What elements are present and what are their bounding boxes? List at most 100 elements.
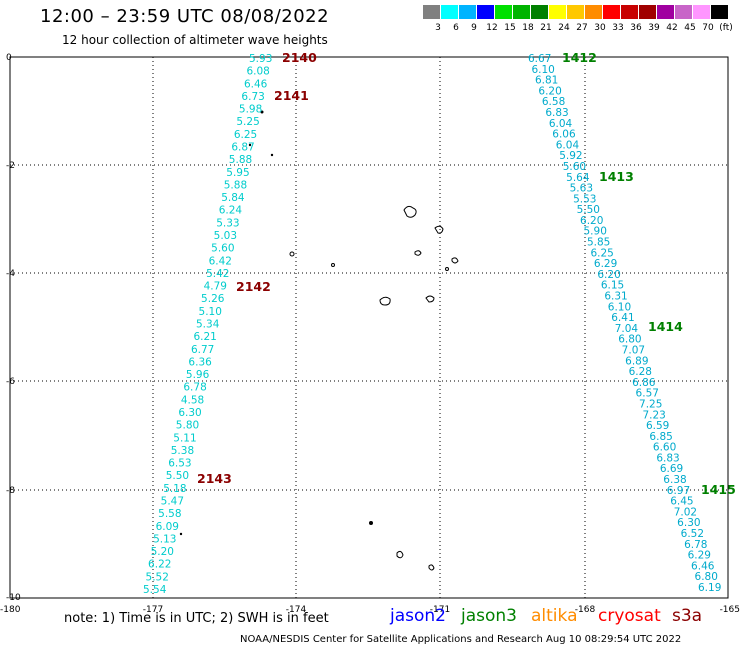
swh-value: 6.69 [660,463,683,475]
x-tick-label: -168 [575,605,596,615]
colorbar-label: 6 [453,23,459,33]
pass-number: 1414 [648,319,683,334]
colorbar-swatch [495,5,512,19]
swh-value: 6.15 [601,280,624,292]
swh-value: 6.19 [698,582,721,594]
swh-value: 6.09 [156,521,179,533]
swh-value: 5.93 [249,53,272,65]
island [369,521,373,525]
legend-jason3: jason3 [461,606,517,626]
x-tick-label: -165 [720,605,740,615]
colorbar-swatch [513,5,530,19]
island [379,296,391,306]
swh-value: 6.31 [604,291,627,303]
swh-value: 6.83 [545,107,568,119]
swh-value: 5.26 [201,293,225,305]
swh-value: 5.13 [153,533,176,545]
map-subtitle: 12 hour collection of altimeter wave hei… [62,33,328,47]
swh-value: 6.29 [688,550,711,562]
colorbar-label: 33 [612,23,624,33]
swh-value: 6.80 [695,571,718,583]
pass-number: 1415 [701,482,736,497]
swh-value: 6.89 [625,355,648,367]
island [403,205,417,218]
swh-value: 5.96 [186,369,210,381]
swh-value: 6.04 [549,118,573,130]
colorbar-label: 21 [540,23,552,33]
swh-value: 6.77 [191,344,214,356]
swh-value: 5.88 [229,154,252,166]
colorbar-label: 9 [471,23,477,33]
swh-value: 6.10 [531,64,554,76]
y-tick-label: -10 [6,593,21,603]
pass-number: 1413 [599,169,634,184]
island [331,263,335,267]
swh-value: 6.80 [618,334,641,346]
swh-value: 6.86 [632,377,656,389]
legend-jason2: jason2 [390,606,446,626]
colorbar-swatch [621,5,638,19]
swh-value: 6.28 [629,366,652,378]
colorbar-swatch [639,5,656,19]
x-tick-label: -174 [286,605,307,615]
swh-value: 6.45 [670,496,693,508]
colorbar-swatch [585,5,602,19]
swh-value: 5.85 [587,237,610,249]
colorbar-label: 3 [435,23,441,33]
y-tick-label: -4 [6,269,15,279]
pass-number: 2143 [197,471,232,486]
swh-value: 6.73 [241,91,264,103]
map-title: 12:00 – 23:59 UTC 08/08/2022 [40,6,330,27]
x-tick-label: -180 [0,605,21,615]
swh-value: 5.50 [166,470,189,482]
units-note: note: 1) Time is in UTC; 2) SWH is in fe… [64,611,329,626]
colorbar-label: 39 [648,23,660,33]
swh-value: 6.60 [653,442,676,454]
colorbar-swatch [675,5,692,19]
swh-value: 6.29 [594,258,617,270]
island [428,564,435,571]
swh-value: 5.95 [226,167,249,179]
island [396,550,404,559]
island [434,225,444,234]
swh-value: 6.36 [188,356,212,368]
island [248,143,252,147]
y-tick-label: -8 [6,486,15,496]
legend-s3a: s3a [672,606,703,626]
swh-value: 6.87 [231,142,254,154]
swh-value: 6.20 [538,85,561,97]
island [260,110,264,114]
swh-value: 5.11 [173,432,196,444]
swh-value: 6.04 [556,139,580,151]
colorbar-swatch [711,5,728,19]
altimeter-tracks: 5.936.086.466.735.985.256.256.875.885.95… [143,53,721,596]
swh-value: 5.54 [143,584,167,596]
swh-value: 6.06 [552,129,576,141]
swh-value: 6.20 [580,215,603,227]
pass-number: 2141 [274,88,309,103]
swh-value: 6.46 [691,560,715,572]
swh-value: 6.42 [209,255,232,267]
swh-value: 6.97 [667,485,690,497]
swh-value: 5.80 [176,420,199,432]
island [425,295,435,303]
colorbar-label: 30 [594,23,606,33]
swh-value: 6.67 [528,53,551,65]
swh-value: 5.25 [236,116,259,128]
swh-value: 6.22 [148,559,171,571]
x-tick-label: -177 [143,605,163,615]
colorbar-swatch [693,5,710,19]
island [270,153,274,157]
colorbar-swatch [459,5,476,19]
colorbar-label: 18 [522,23,534,33]
y-tick-label: 0 [6,53,12,63]
swh-value: 6.83 [656,452,679,464]
swh-value: 5.53 [573,193,596,205]
swh-value: 6.59 [646,420,669,432]
swh-value: 6.58 [542,96,565,108]
swh-value: 6.25 [234,129,257,141]
swh-value: 5.10 [199,306,222,318]
swh-value: 4.79 [204,281,227,293]
swh-value: 5.90 [584,226,607,238]
